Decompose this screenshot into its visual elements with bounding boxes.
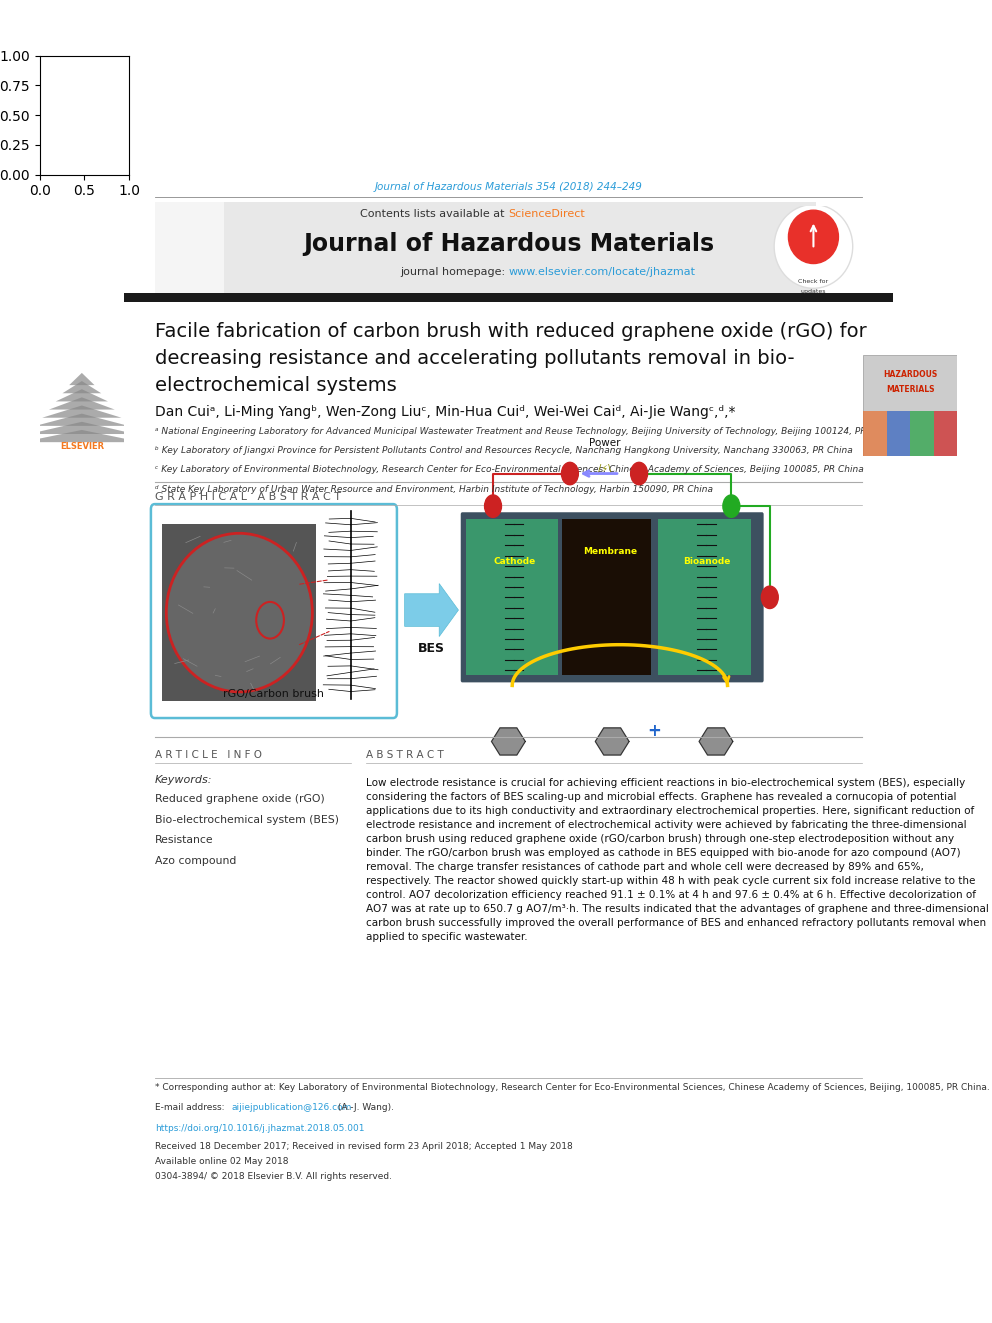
Text: https://doi.org/10.1016/j.jhazmat.2018.05.001: https://doi.org/10.1016/j.jhazmat.2018.0… [155,1125,364,1134]
Text: 0304-3894/ © 2018 Elsevier B.V. All rights reserved.: 0304-3894/ © 2018 Elsevier B.V. All righ… [155,1172,392,1181]
Text: BES: BES [418,642,445,655]
Text: ᵈ State Key Laboratory of Urban Water Resource and Environment, Harbin Institute: ᵈ State Key Laboratory of Urban Water Re… [155,484,712,493]
Circle shape [631,462,648,484]
FancyBboxPatch shape [460,512,764,683]
Text: aijiejpublication@126.com: aijiejpublication@126.com [231,1103,352,1113]
Text: rGO/Carbon brush: rGO/Carbon brush [223,689,324,699]
Polygon shape [69,373,94,385]
Text: Received 18 December 2017; Received in revised form 23 April 2018; Accepted 1 Ma: Received 18 December 2017; Received in r… [155,1142,572,1151]
Polygon shape [405,583,458,636]
Bar [863,410,887,456]
Text: Cathode: Cathode [493,557,536,566]
Polygon shape [29,422,135,434]
FancyBboxPatch shape [224,201,815,294]
FancyBboxPatch shape [151,504,397,718]
Text: updates: updates [801,288,826,294]
Text: Journal of Hazardous Materials: Journal of Hazardous Materials [303,232,714,257]
Polygon shape [49,397,115,410]
Text: ScienceDirect: ScienceDirect [509,209,585,218]
Text: (A.-J. Wang).: (A.-J. Wang). [335,1103,395,1113]
Text: Contents lists available at: Contents lists available at [360,209,509,218]
Bar [911,410,933,456]
Bar [466,520,558,675]
Circle shape [484,495,502,517]
Bar [659,520,751,675]
Text: +: + [648,722,662,741]
Text: /⚡\: /⚡\ [598,464,611,475]
Polygon shape [36,414,128,426]
Text: ᶜ Key Laboratory of Environmental Biotechnology, Research Center for Eco-Environ: ᶜ Key Laboratory of Environmental Biotec… [155,466,863,475]
Text: ᵃ National Engineering Laboratory for Advanced Municipal Wastewater Treatment an: ᵃ National Engineering Laboratory for Ad… [155,427,895,435]
Text: Bio-electrochemical system (BES): Bio-electrochemical system (BES) [155,815,338,824]
Circle shape [761,586,779,609]
Ellipse shape [167,533,312,692]
Circle shape [789,210,838,263]
Text: Resistance: Resistance [155,835,213,845]
Text: Keywords:: Keywords: [155,775,212,785]
Text: ᵇ Key Laboratory of Jiangxi Province for Persistent Pollutants Control and Resou: ᵇ Key Laboratory of Jiangxi Province for… [155,446,852,455]
Text: E-mail address:: E-mail address: [155,1103,227,1113]
Text: Power: Power [588,438,620,448]
Text: Azo compound: Azo compound [155,856,236,865]
Text: Check for: Check for [799,279,828,284]
Text: * Corresponding author at: Key Laboratory of Environmental Biotechnology, Resear: * Corresponding author at: Key Laborator… [155,1082,989,1091]
Text: ELSEVIER: ELSEVIER [60,442,104,451]
Text: Available online 02 May 2018: Available online 02 May 2018 [155,1158,289,1166]
Polygon shape [491,728,526,755]
Text: Dan Cuiᵃ, Li-Ming Yangᵇ, Wen-Zong Liuᶜ, Min-Hua Cuiᵈ, Wei-Wei Caiᵈ, Ai-Jie Wangᶜ: Dan Cuiᵃ, Li-Ming Yangᵇ, Wen-Zong Liuᶜ, … [155,405,735,419]
Polygon shape [43,405,121,418]
Polygon shape [22,430,142,442]
Text: Membrane: Membrane [583,546,637,556]
Bar [163,524,316,701]
Bar [933,410,957,456]
Bar [887,410,910,456]
Polygon shape [595,728,629,755]
Text: Bioanode: Bioanode [682,557,730,566]
Bar [155,201,224,295]
Text: Reduced graphene oxide (rGO): Reduced graphene oxide (rGO) [155,794,324,804]
Text: G R A P H I C A L   A B S T R A C T: G R A P H I C A L A B S T R A C T [155,492,341,501]
Circle shape [561,462,578,484]
Polygon shape [56,389,108,401]
Polygon shape [699,728,733,755]
Text: A B S T R A C T: A B S T R A C T [366,750,444,759]
Circle shape [774,205,853,288]
Text: Journal of Hazardous Materials 354 (2018) 244–249: Journal of Hazardous Materials 354 (2018… [374,183,643,192]
Bar [124,294,893,303]
Text: Facile fabrication of carbon brush with reduced graphene oxide (rGO) for
decreas: Facile fabrication of carbon brush with … [155,321,866,396]
Text: journal homepage:: journal homepage: [400,267,509,277]
Text: MATERIALS: MATERIALS [886,385,934,394]
Polygon shape [62,381,101,393]
Circle shape [723,495,740,517]
Text: www.elsevier.com/locate/jhazmat: www.elsevier.com/locate/jhazmat [509,267,695,277]
Text: Low electrode resistance is crucial for achieving efficient reactions in bio-ele: Low electrode resistance is crucial for … [366,778,989,942]
Text: A R T I C L E   I N F O: A R T I C L E I N F O [155,750,262,759]
Text: HAZARDOUS: HAZARDOUS [883,370,937,378]
Bar [562,520,651,675]
